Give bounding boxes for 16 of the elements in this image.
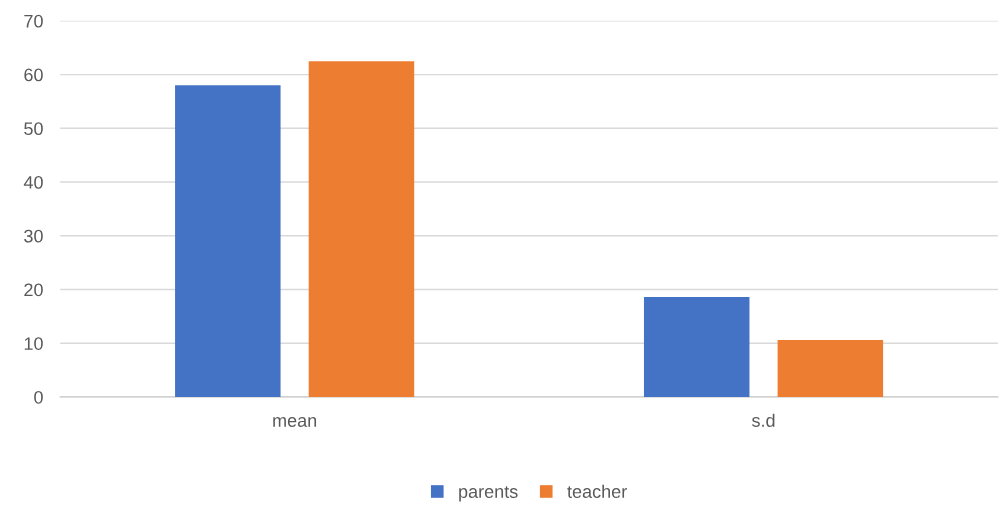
- y-tick-label: 30: [24, 229, 43, 243]
- x-tick-label: s.d: [751, 413, 775, 427]
- y-tick-label: 70: [24, 14, 43, 28]
- y-tick-label: 40: [23, 175, 43, 189]
- bar: [175, 85, 281, 397]
- y-tick-label: 50: [24, 122, 43, 136]
- y-tick-label: 60: [24, 68, 43, 82]
- y-tick-label: 20: [24, 283, 43, 297]
- y-tick-label: 10: [24, 337, 43, 350]
- legend-label: parents: [459, 486, 518, 502]
- bar: [777, 340, 884, 397]
- bar: [308, 61, 415, 397]
- bar: [643, 297, 750, 397]
- x-tick-label: mean: [273, 417, 317, 427]
- legend-label: teacher: [567, 484, 627, 498]
- y-tick-label: 0: [34, 390, 43, 404]
